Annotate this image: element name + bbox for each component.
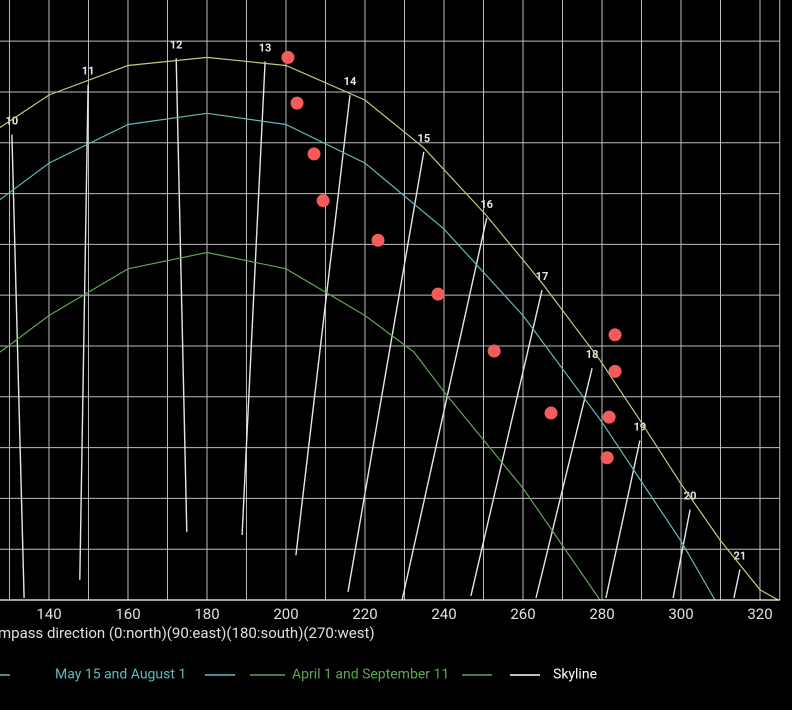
hour-line [733, 569, 741, 599]
hour-label: 18 [586, 348, 599, 361]
x-tick-label: 320 [747, 605, 772, 623]
series-line [0, 251, 601, 601]
hour-label: 12 [170, 38, 183, 51]
hour-line [347, 151, 425, 593]
series-line [0, 112, 716, 601]
sun-point [600, 451, 614, 465]
hour-label: 16 [480, 198, 493, 211]
hour-label: 21 [734, 549, 747, 562]
x-tick-label: 140 [36, 605, 61, 623]
legend-label: May 15 and August 1 [55, 667, 186, 683]
hour-label: 17 [536, 270, 549, 283]
series-line [0, 56, 779, 601]
x-tick-label: 300 [668, 605, 693, 623]
hour-label: 11 [82, 65, 95, 78]
x-tick-label: 280 [589, 605, 614, 623]
hour-line [605, 440, 641, 599]
sun-point [544, 406, 558, 420]
hour-line [672, 509, 691, 599]
legend-label: April 1 and September 11 [292, 667, 449, 683]
sun-point [307, 147, 321, 161]
x-tick-label: 200 [273, 605, 298, 623]
hour-label: 14 [344, 75, 357, 88]
legend-label: Skyline [553, 667, 597, 683]
x-axis-title: mpass direction (0:north)(90:east)(180:s… [0, 624, 375, 642]
sun-point [431, 287, 445, 301]
sun-point [281, 50, 295, 64]
sun-point [487, 344, 501, 358]
hour-line [241, 61, 266, 536]
hour-label: 19 [634, 420, 647, 433]
x-tick-label: 220 [352, 605, 377, 623]
x-tick-label: 260 [510, 605, 535, 623]
hour-label: 13 [259, 41, 272, 54]
sun-point [608, 364, 622, 378]
x-tick-label: 240 [431, 605, 456, 623]
hour-line [175, 58, 188, 532]
hour-line [535, 368, 593, 599]
hour-line [470, 289, 543, 597]
sun-point [608, 328, 622, 342]
x-tick-label: 160 [115, 605, 140, 623]
sun-point [371, 233, 385, 247]
sun-point [602, 410, 616, 424]
x-tick-label: 180 [194, 605, 219, 623]
sun-point [290, 96, 304, 110]
hour-line [11, 134, 25, 599]
hour-label: 15 [418, 132, 431, 145]
hour-line [79, 84, 89, 580]
hour-line [295, 94, 351, 556]
hour-line [401, 217, 488, 601]
sun-point [316, 194, 330, 208]
